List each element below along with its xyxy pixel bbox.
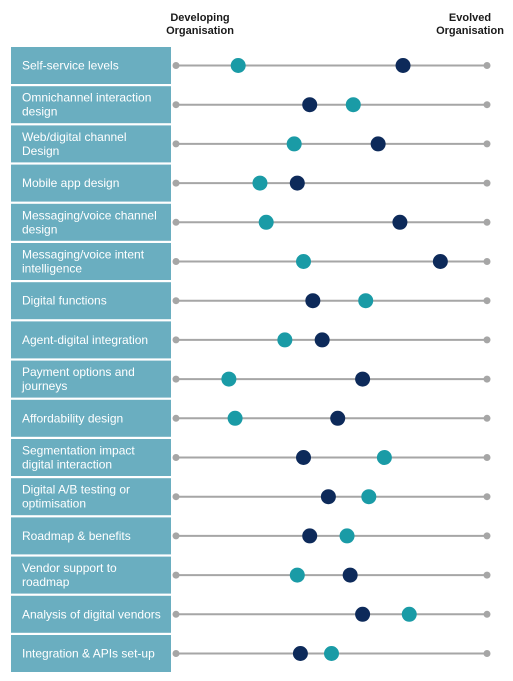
navy-dot <box>289 175 305 191</box>
category-box <box>11 360 171 398</box>
category-box <box>11 517 171 555</box>
navy-dot <box>292 646 308 661</box>
teal-dot <box>345 97 361 113</box>
teal-dot <box>324 646 339 661</box>
track-start-cap <box>172 336 180 344</box>
track-start-cap <box>172 101 180 109</box>
track-end-cap <box>483 493 491 501</box>
teal-dot <box>230 58 246 73</box>
category-box <box>11 595 171 633</box>
category-label: Affordability design <box>22 411 123 425</box>
category-box <box>11 478 171 516</box>
track-end-cap <box>483 140 491 148</box>
category-label: Web/digital channel Design <box>22 130 127 158</box>
track-end-cap <box>483 258 491 265</box>
navy-dot <box>305 293 321 309</box>
category-label: Vendor support to roadmap <box>22 561 117 589</box>
category-box <box>11 125 171 163</box>
category-label: Analysis of digital vendors <box>22 607 161 621</box>
track-start-cap <box>172 258 180 265</box>
evolved-organisation-label: Evolved Organisation <box>436 12 504 37</box>
navy-dot <box>355 371 371 387</box>
category-box <box>11 439 171 476</box>
teal-dot <box>252 175 268 191</box>
category-label: Mobile app design <box>22 176 119 190</box>
track-start-cap <box>172 532 180 540</box>
teal-dot <box>258 214 274 230</box>
teal-dot <box>286 136 302 152</box>
teal-dot <box>339 528 355 544</box>
teal-dot <box>361 489 377 505</box>
category-box <box>11 282 171 320</box>
category-label: Roadmap & benefits <box>22 529 131 543</box>
teal-dot <box>401 606 417 622</box>
track-start-cap <box>172 375 180 383</box>
track-start-cap <box>172 610 180 618</box>
track-start-cap <box>172 454 180 461</box>
teal-dot <box>358 293 374 309</box>
track-start-cap <box>172 297 180 305</box>
category-box <box>11 164 171 202</box>
navy-dot <box>320 489 336 505</box>
track-start-cap <box>172 650 180 657</box>
track-end-cap <box>483 336 491 344</box>
navy-dot <box>330 410 346 426</box>
category-box <box>11 243 171 280</box>
track-start-cap <box>172 571 180 579</box>
track-end-cap <box>483 218 491 226</box>
track-start-cap <box>172 140 180 148</box>
track-end-cap <box>483 454 491 461</box>
track-end-cap <box>483 297 491 305</box>
navy-dot <box>355 606 371 622</box>
teal-dot <box>289 567 305 583</box>
category-box <box>11 321 171 359</box>
track-end-cap <box>483 610 491 618</box>
navy-dot <box>370 136 386 152</box>
category-label: Omnichannel interaction design <box>22 91 151 119</box>
track-end-cap <box>483 650 491 657</box>
category-label: Agent-digital integration <box>22 333 148 347</box>
track-start-cap <box>172 179 180 187</box>
track-end-cap <box>483 179 491 187</box>
category-box <box>11 399 171 437</box>
category-label: Messaging/voice intent intelligence <box>22 248 145 276</box>
navy-dot <box>432 254 448 269</box>
track-start-cap <box>172 62 180 69</box>
track-start-cap <box>172 414 180 422</box>
developing-organisation-label: Developing Organisation <box>166 12 234 37</box>
category-box <box>11 47 171 84</box>
navy-dot <box>342 567 358 583</box>
track-start-cap <box>172 493 180 501</box>
navy-dot <box>302 97 318 113</box>
track-start-cap <box>172 218 180 226</box>
category-label: Self-service levels <box>22 59 119 73</box>
navy-dot <box>395 58 411 73</box>
track-end-cap <box>483 375 491 383</box>
navy-dot <box>392 214 408 230</box>
track-end-cap <box>483 62 491 69</box>
category-label: Integration & APIs set-up <box>22 647 155 661</box>
track-end-cap <box>483 571 491 579</box>
teal-dot <box>376 450 392 465</box>
teal-dot <box>277 332 293 348</box>
category-label: Digital functions <box>22 294 107 308</box>
category-box <box>11 86 171 124</box>
teal-dot <box>221 371 237 387</box>
track-end-cap <box>483 414 491 422</box>
navy-dot <box>314 332 330 348</box>
teal-dot <box>296 254 312 269</box>
category-box <box>11 556 171 594</box>
category-label: Digital A/B testing or optimisation <box>22 483 130 511</box>
category-label: Messaging/voice channel design <box>22 208 157 236</box>
category-label: Segmentation impact digital interaction <box>22 444 135 472</box>
navy-dot <box>302 528 318 544</box>
navy-dot <box>296 450 312 465</box>
category-label: Payment options and journeys <box>21 365 135 393</box>
teal-dot <box>227 410 243 426</box>
track-end-cap <box>483 101 491 109</box>
category-box <box>11 635 171 672</box>
track-end-cap <box>483 532 491 540</box>
category-box <box>11 203 171 241</box>
